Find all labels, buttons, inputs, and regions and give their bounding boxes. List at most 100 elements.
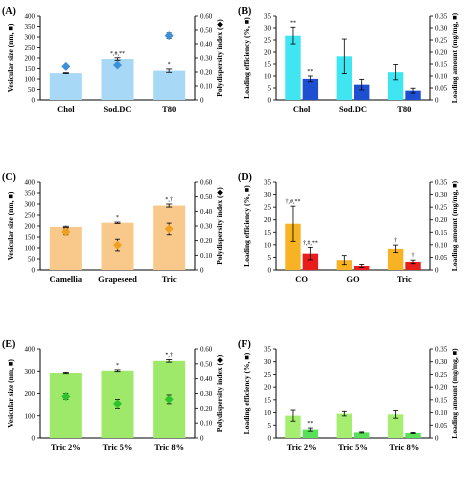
- y-tick-label-right: 0.30: [200, 223, 213, 231]
- y-tick-label-right: 0: [435, 267, 439, 275]
- y-tick-label-right: 0.35: [435, 179, 448, 187]
- y-tick-label-left: 15: [264, 61, 272, 69]
- y-tick-label-left: 15: [264, 396, 272, 404]
- x-tick-label: Grapeseed: [98, 274, 137, 284]
- panel-label: (F): [238, 339, 251, 350]
- y-tick-label-right: 0: [435, 435, 439, 443]
- y-tick-label-left: 200: [25, 55, 36, 63]
- chart-panel-5: (E) 0 100 200 300 400 0 0.10 0.20 0.30 0.40 0.50 0.6…: [2, 339, 224, 452]
- x-tick-label: Tric 2%: [51, 442, 81, 452]
- pdi-marker: [113, 60, 122, 70]
- y-tick-label-left: 0: [32, 267, 36, 275]
- significance-label: *: [116, 215, 119, 221]
- y-tick-label-right: 0.15: [435, 396, 448, 404]
- y-tick-label-right: 0.25: [435, 204, 448, 212]
- bar: [153, 205, 186, 270]
- x-tick-label: CO: [295, 274, 308, 284]
- y-axis-title-right: Loading amount (mg/mg, ■): [450, 12, 459, 103]
- y-tick-label-left: 0: [268, 267, 272, 275]
- y-tick-label-right: 0.05: [435, 85, 448, 93]
- y-tick-label-left: 50: [28, 86, 36, 94]
- y-tick-label-left: 10: [264, 409, 272, 417]
- y-axis-title-right: Polydispersity index (◆): [215, 187, 224, 265]
- y-tick-label-right: 0.10: [200, 252, 213, 260]
- x-tick-label: Tric 8%: [389, 442, 419, 452]
- y-tick-label-right: 0.15: [435, 229, 448, 237]
- significance-label: **: [307, 421, 313, 427]
- y-tick-label-right: 0.35: [435, 346, 448, 354]
- y-tick-label-right: 0.05: [435, 254, 448, 262]
- y-tick-label-left: 50: [28, 256, 36, 264]
- y-tick-label-left: 0: [32, 97, 36, 105]
- y-axis-title-left: Loading efficiency (%, ■): [242, 17, 251, 99]
- y-tick-label-right: 0: [200, 267, 204, 275]
- y-tick-label-left: 5: [268, 422, 272, 430]
- y-tick-label-right: 0.30: [435, 25, 448, 33]
- significance-label: *: [168, 62, 171, 68]
- y-tick-label-right: 0.50: [200, 27, 213, 35]
- x-tick-label: T80: [162, 104, 176, 114]
- significance-label: *: [116, 363, 119, 369]
- y-tick-label-right: 0.35: [435, 13, 448, 21]
- y-tick-label-left: 35: [264, 179, 272, 187]
- x-tick-label: Tric 5%: [338, 442, 368, 452]
- pdi-marker: [164, 31, 174, 41]
- bar-efficiency: [285, 35, 301, 100]
- y-tick-label-left: 350: [25, 23, 36, 31]
- x-tick-label: Chol: [57, 104, 75, 114]
- y-tick-label-right: 0.60: [200, 346, 213, 354]
- y-tick-label-left: 250: [25, 212, 36, 220]
- pdi-marker: [61, 61, 71, 71]
- y-axis-title-right: Loading amount (mg/mg, ■): [450, 180, 459, 271]
- significance-label: *,†: [165, 352, 173, 358]
- significance-label: †: [394, 238, 397, 244]
- x-tick-label: Tric: [162, 274, 177, 284]
- y-tick-label-left: 10: [264, 73, 272, 81]
- y-tick-label-left: 400: [25, 179, 36, 187]
- bar-efficiency: [387, 248, 404, 270]
- y-tick-label-left: 30: [264, 358, 272, 366]
- y-axis-title-left: Vesicular size (nm, ■): [6, 23, 15, 92]
- y-tick-label-right: 0.50: [200, 360, 213, 368]
- y-tick-label-left: 5: [268, 85, 272, 93]
- y-axis-title-right: Loading amount (mg/mg, ■): [450, 348, 459, 439]
- y-tick-label-left: 25: [264, 371, 272, 379]
- y-tick-label-left: 25: [264, 204, 272, 212]
- significance-label: **: [307, 69, 313, 75]
- x-tick-label: Camellia: [50, 274, 83, 284]
- y-tick-label-right: 0.25: [435, 371, 448, 379]
- y-tick-label-right: 0.15: [435, 61, 448, 69]
- bar-amount: [302, 429, 319, 438]
- significance-label: *,#,**: [110, 51, 125, 57]
- y-tick-label-right: 0.60: [200, 13, 213, 21]
- panel-label: (C): [2, 172, 16, 183]
- y-tick-label-left: 20: [264, 49, 272, 57]
- y-tick-label-left: 400: [25, 13, 36, 21]
- x-tick-label: T80: [397, 104, 411, 114]
- y-tick-label-right: 0.30: [200, 55, 213, 63]
- y-tick-label-right: 0.10: [200, 420, 213, 428]
- y-tick-label-right: 0.10: [435, 73, 448, 81]
- y-tick-label-left: 20: [264, 216, 272, 224]
- y-tick-label-right: 0: [200, 435, 204, 443]
- bar: [153, 70, 186, 100]
- y-tick-label-right: 0.30: [435, 358, 448, 366]
- y-tick-label-left: 350: [25, 190, 36, 198]
- y-tick-label-left: 35: [264, 13, 272, 21]
- chart-panel-1: (A) 0 50 100 150 200 250 300 350 400 0 0.10 0.20 0.30…: [2, 6, 224, 114]
- x-tick-label: Tric 2%: [287, 442, 317, 452]
- y-tick-label-left: 20: [264, 384, 272, 392]
- y-tick-label-left: 300: [25, 201, 36, 209]
- chart-panel-2: (B) 0 5 10 15 20 25 30 35 0 0.05 0.10 0.15 0.20 0.25 0.…: [238, 6, 459, 114]
- x-tick-label: Tric 5%: [103, 442, 133, 452]
- y-tick-label-right: 0.20: [435, 216, 448, 224]
- y-tick-label-left: 200: [25, 223, 36, 231]
- y-axis-title-right: Polydispersity index (◆): [215, 19, 224, 97]
- y-tick-label-right: 0.20: [200, 405, 213, 413]
- y-tick-label-right: 0.60: [200, 179, 213, 187]
- y-tick-label-right: 0.20: [200, 237, 213, 245]
- y-tick-label-left: 250: [25, 44, 36, 52]
- y-tick-label-left: 300: [25, 368, 36, 376]
- y-tick-label-left: 200: [25, 390, 36, 398]
- panel-label: (D): [238, 172, 252, 183]
